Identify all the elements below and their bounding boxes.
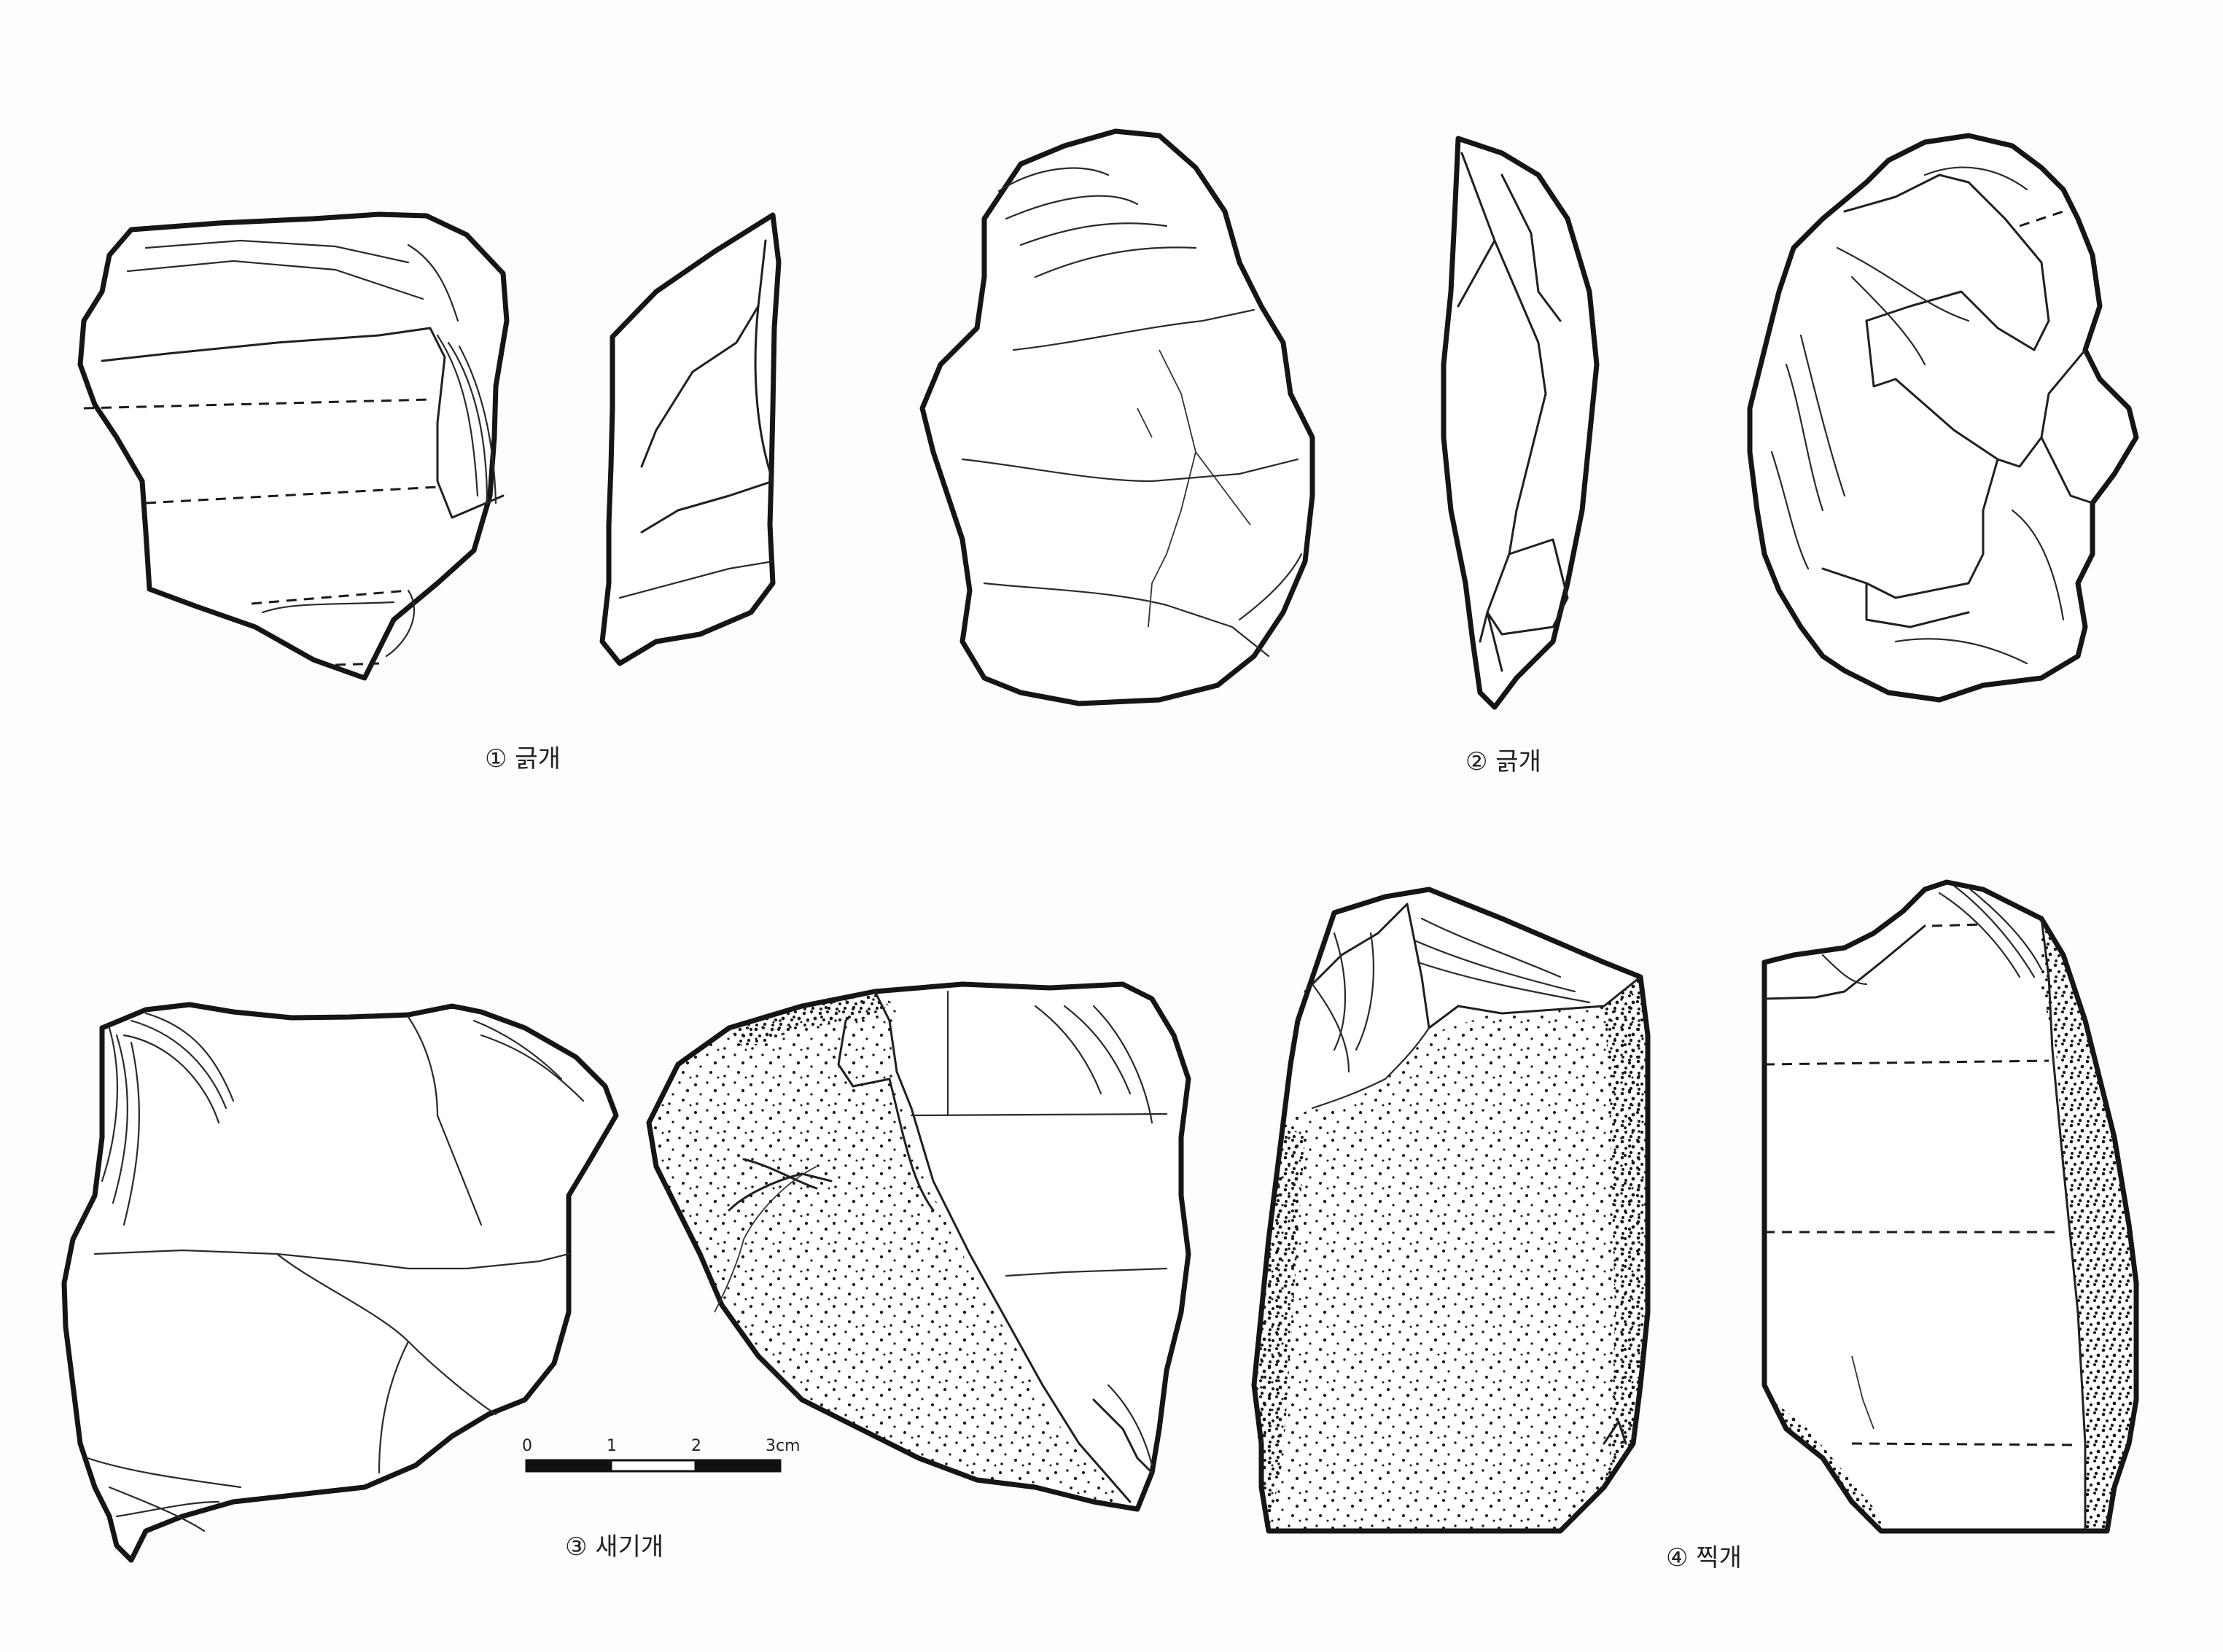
artifact-2-front-view	[919, 128, 1315, 706]
artifact-3-front-view	[61, 1002, 619, 1563]
artifact-4-front-view	[1251, 887, 1651, 1534]
artifact-4-side-view	[1761, 879, 2139, 1534]
scale-bar: 0 1 2 3cm	[522, 1437, 801, 1473]
artifact-1-front-view	[77, 211, 510, 681]
artifact-3-back-view	[646, 981, 1191, 1512]
scale-tick-0: 0	[522, 1437, 532, 1455]
caption-item-1: ① 긁개	[485, 744, 561, 774]
scale-tick-3cm: 3cm	[766, 1437, 801, 1455]
scale-tick-1: 1	[607, 1437, 617, 1455]
artifact-2-back-view	[1747, 133, 2139, 703]
caption-item-4: ④ 찍개	[1666, 1543, 1742, 1573]
artifact-1-side-view	[599, 212, 782, 666]
caption-item-3: ③ 새기개	[565, 1532, 663, 1562]
caption-item-2: ② 긁개	[1465, 747, 1541, 776]
scale-tick-2: 2	[691, 1437, 701, 1455]
artifact-2-side-view	[1441, 136, 1600, 710]
